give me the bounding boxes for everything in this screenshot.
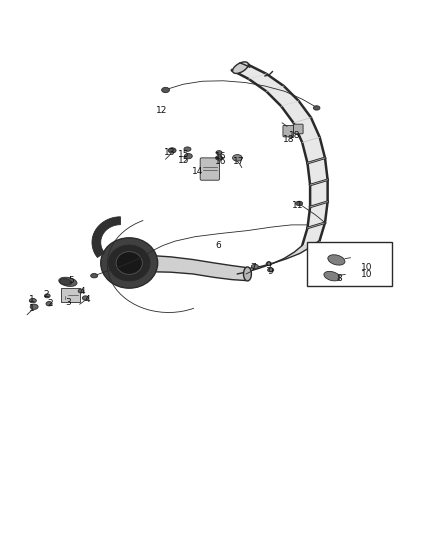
Bar <box>307 243 392 286</box>
Bar <box>61 288 80 302</box>
Text: 16: 16 <box>215 157 227 166</box>
Polygon shape <box>237 240 320 274</box>
FancyBboxPatch shape <box>200 158 219 180</box>
Text: 18: 18 <box>283 135 294 144</box>
Ellipse shape <box>44 294 50 298</box>
Ellipse shape <box>116 252 142 274</box>
Text: 17: 17 <box>233 157 244 166</box>
Ellipse shape <box>215 156 223 160</box>
Ellipse shape <box>251 264 258 269</box>
Text: 7: 7 <box>250 263 256 272</box>
Ellipse shape <box>184 147 191 151</box>
Text: 9: 9 <box>265 261 271 270</box>
Ellipse shape <box>266 262 272 265</box>
Text: 11: 11 <box>292 201 304 209</box>
Text: 6: 6 <box>215 241 221 250</box>
Ellipse shape <box>82 296 88 300</box>
Ellipse shape <box>60 279 72 285</box>
FancyBboxPatch shape <box>283 125 293 137</box>
Ellipse shape <box>30 304 38 310</box>
Ellipse shape <box>46 302 52 306</box>
FancyBboxPatch shape <box>293 124 303 134</box>
Text: 3: 3 <box>65 298 71 307</box>
Text: 12: 12 <box>155 106 167 115</box>
Text: 1: 1 <box>28 304 35 313</box>
Text: 14: 14 <box>192 166 204 175</box>
Polygon shape <box>136 255 245 280</box>
Ellipse shape <box>91 273 98 278</box>
Ellipse shape <box>233 155 242 161</box>
Text: 13: 13 <box>164 148 176 157</box>
Text: 2: 2 <box>48 299 53 308</box>
Ellipse shape <box>168 148 176 153</box>
Ellipse shape <box>29 298 36 303</box>
Polygon shape <box>232 65 328 246</box>
Text: 2: 2 <box>43 290 49 300</box>
Ellipse shape <box>233 62 248 74</box>
Text: 1: 1 <box>28 295 35 304</box>
Ellipse shape <box>108 245 150 281</box>
Text: 10: 10 <box>361 270 373 279</box>
Ellipse shape <box>216 151 222 155</box>
Ellipse shape <box>184 154 192 159</box>
Text: 18: 18 <box>289 131 300 140</box>
Ellipse shape <box>268 268 274 272</box>
Text: 9: 9 <box>268 267 274 276</box>
Text: 16: 16 <box>215 151 227 160</box>
Polygon shape <box>92 217 120 257</box>
Ellipse shape <box>162 87 170 93</box>
Ellipse shape <box>328 255 345 265</box>
Text: 10: 10 <box>361 263 373 272</box>
Ellipse shape <box>296 201 303 206</box>
Ellipse shape <box>244 267 251 281</box>
Text: 5: 5 <box>68 276 74 285</box>
Ellipse shape <box>59 277 77 286</box>
Ellipse shape <box>313 106 320 110</box>
Text: 4: 4 <box>80 287 85 296</box>
Text: 15: 15 <box>178 156 190 165</box>
Text: 15: 15 <box>178 150 190 159</box>
Ellipse shape <box>78 289 84 293</box>
Text: 4: 4 <box>85 295 90 304</box>
Ellipse shape <box>324 271 340 281</box>
Text: 8: 8 <box>336 274 343 283</box>
Ellipse shape <box>101 238 158 288</box>
